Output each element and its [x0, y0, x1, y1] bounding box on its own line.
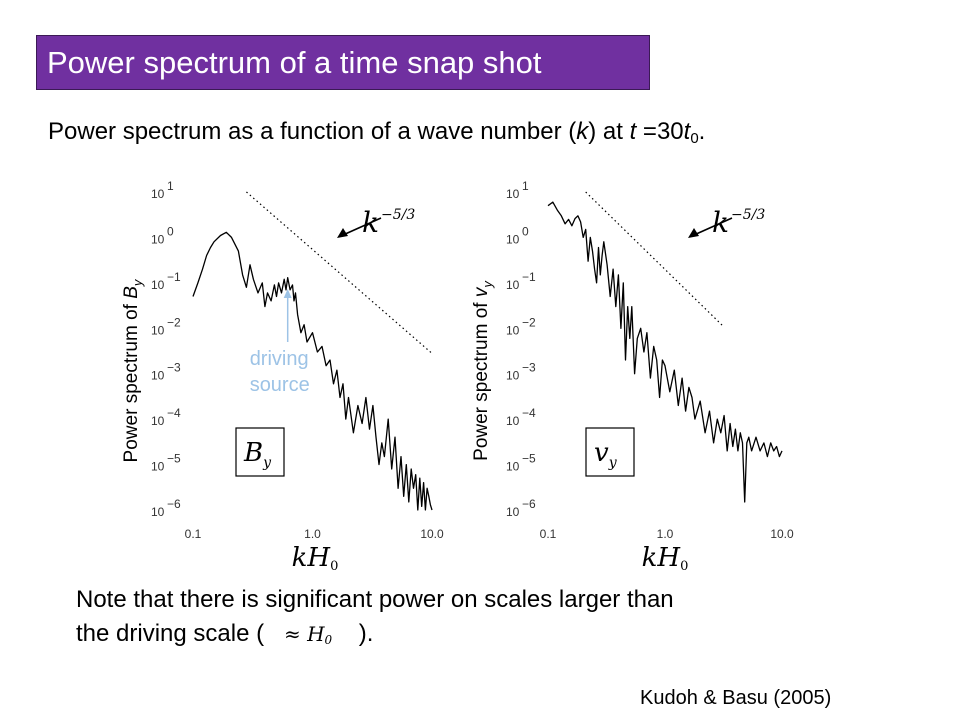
y-axis-label-main: Power spectrum of [121, 299, 142, 463]
x-tick-label: 1.0 [657, 527, 674, 541]
y-tick-base: 10 [151, 323, 165, 337]
x-axis-label-kH: kH [292, 543, 332, 573]
note-text: Note that there is significant power on … [76, 583, 674, 657]
x-tick-label: 0.1 [540, 527, 557, 541]
slope-arrow-shaft [693, 217, 733, 236]
panel-label-box [235, 427, 285, 477]
y-tick-base: 10 [151, 505, 165, 519]
x-tick-label: 1.0 [304, 527, 321, 541]
citation: Kudoh & Basu (2005) [640, 687, 832, 709]
y-tick-exponent: −4 [522, 406, 536, 420]
y-axis-label-var: B [121, 286, 142, 299]
subtitle-k: k [576, 118, 589, 145]
driving-source-label: source [250, 374, 310, 396]
y-axis-label-sub: y [480, 280, 495, 289]
x-axis-label-sub: 0 [330, 559, 338, 574]
y-tick-base: 10 [506, 232, 520, 246]
y-axis-label: Power spectrum of By [121, 278, 145, 462]
y-tick-exponent: 1 [522, 179, 529, 193]
panel-label-var: v [594, 438, 609, 468]
driving-source-arrow-head [283, 289, 292, 298]
y-tick-base: 10 [151, 232, 165, 246]
note-line-2-prefix: the driving scale ( [76, 620, 265, 647]
subtitle-t: t [629, 118, 637, 145]
x-tick-label: 10.0 [420, 527, 444, 541]
y-tick-base: 10 [506, 414, 520, 428]
y-tick-exponent: −6 [167, 497, 181, 511]
y-tick-exponent: −5 [167, 452, 181, 466]
y-tick-base: 10 [506, 278, 520, 292]
y-tick-base: 10 [151, 460, 165, 474]
x-tick-label: 10.0 [770, 527, 794, 541]
reference-slope-line [585, 191, 723, 326]
panel-label-box [585, 427, 635, 477]
y-tick-base: 10 [151, 414, 165, 428]
slope-arrow-shaft [342, 217, 382, 236]
subtitle-suffix: . [698, 118, 706, 145]
y-tick-exponent: −1 [167, 270, 181, 284]
y-tick-exponent: 0 [167, 224, 174, 238]
y-tick-exponent: 1 [167, 179, 174, 193]
spectrum-series-line [192, 231, 433, 511]
y-axis-label-var: v [471, 286, 492, 297]
y-tick-base: 10 [506, 505, 520, 519]
slide-title: Power spectrum of a time snap shot [36, 35, 650, 90]
subtitle-t0: t [683, 118, 691, 145]
slope-label-exponent: −5/3 [381, 207, 415, 223]
y-tick-base: 10 [506, 187, 520, 201]
approx-H0-text: ≈ H [283, 622, 325, 646]
y-tick-base: 10 [506, 323, 520, 337]
panel-label: By [243, 438, 272, 471]
subtitle-t0-sub: 0 [690, 130, 699, 147]
y-tick-exponent: −3 [522, 361, 536, 375]
y-tick-exponent: −5 [522, 452, 536, 466]
panel-label-sub: y [262, 455, 272, 471]
slope-arrow-head [337, 228, 348, 238]
x-axis-label: kH0 [292, 543, 339, 574]
subtitle-prefix: Power spectrum as a function of a wave n… [48, 118, 577, 145]
note-line-2: the driving scale (≈ H0 ). [76, 617, 674, 657]
approx-H0-symbol: ≈ H0 [264, 617, 352, 657]
y-tick-exponent: −3 [167, 361, 181, 375]
spectrum-series-line [547, 201, 783, 503]
x-axis-label: kH0 [642, 543, 689, 574]
y-tick-base: 10 [151, 278, 165, 292]
panel-label-var: B [243, 438, 263, 468]
reference-slope-line [246, 191, 433, 354]
y-tick-base: 10 [151, 187, 165, 201]
y-tick-exponent: −2 [522, 315, 536, 329]
y-axis-label-main: Power spectrum of [471, 297, 492, 461]
x-axis-label-sub: 0 [680, 559, 688, 574]
x-axis-label-kH: kH [642, 543, 682, 573]
slide-subtitle: Power spectrum as a function of a wave n… [48, 118, 705, 147]
slope-arrow-head [688, 228, 699, 238]
x-tick-label: 0.1 [185, 527, 202, 541]
y-axis-label-sub: y [130, 278, 145, 287]
approx-H0-sub: 0 [324, 633, 333, 647]
y-tick-exponent: −2 [167, 315, 181, 329]
y-tick-base: 10 [506, 369, 520, 383]
y-tick-exponent: 0 [522, 224, 529, 238]
y-tick-base: 10 [506, 460, 520, 474]
note-line-2-suffix: ). [352, 620, 374, 647]
panel-label: vy [594, 438, 618, 471]
y-tick-base: 10 [151, 369, 165, 383]
slope-label-exponent: −5/3 [731, 207, 765, 223]
y-axis-label: Power spectrum of vy [471, 280, 495, 461]
y-tick-exponent: −1 [522, 270, 536, 284]
panel-label-sub: y [608, 455, 618, 471]
driving-source-label: driving [250, 348, 309, 370]
y-tick-exponent: −6 [522, 497, 536, 511]
y-tick-exponent: −4 [167, 406, 181, 420]
note-line-1: Note that there is significant power on … [76, 586, 674, 613]
subtitle-eq: =30 [636, 118, 684, 145]
subtitle-middle: ) at [588, 118, 630, 145]
